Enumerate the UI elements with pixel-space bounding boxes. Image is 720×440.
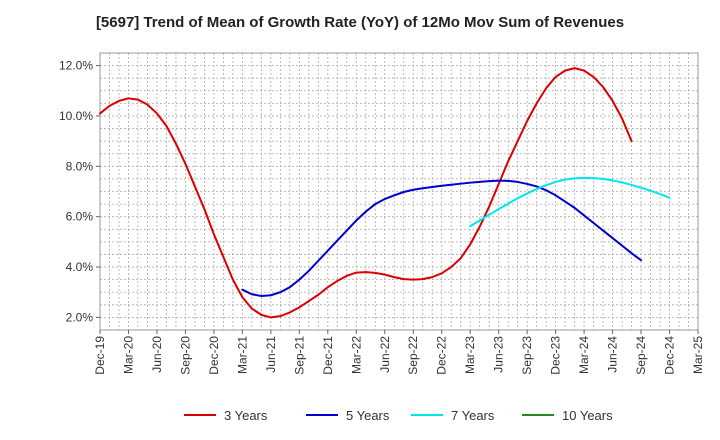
x-tick-label: Dec-22 — [435, 336, 449, 375]
y-tick-label: 10.0% — [59, 109, 93, 123]
x-tick-label: Mar-25 — [691, 336, 705, 374]
series-line-3-years — [99, 67, 633, 319]
legend-label: 7 Years — [451, 408, 495, 423]
x-tick-label: Jun-22 — [378, 336, 392, 373]
x-tick-label: Dec-24 — [663, 336, 677, 375]
chart-title: [5697] Trend of Mean of Growth Rate (YoY… — [95, 14, 625, 31]
x-tick-label: Jun-21 — [264, 336, 278, 373]
x-tick-label: Sep-23 — [520, 336, 534, 375]
y-tick-label: 6.0% — [66, 210, 94, 224]
x-tick-label: Jun-23 — [492, 336, 506, 373]
y-tick-label: 8.0% — [66, 159, 94, 173]
x-tick-label: Mar-24 — [577, 336, 591, 374]
x-tick-label: Mar-21 — [235, 336, 249, 374]
y-axis-ticks: 2.0% 4.0% 6.0% 8.0% 10.0% 12.0% — [59, 59, 100, 324]
series-lines — [99, 67, 671, 319]
x-tick-label: Dec-19 — [93, 336, 107, 375]
y-tick-label: 12.0% — [59, 59, 93, 73]
plot-border — [99, 52, 699, 331]
x-tick-label: Jun-24 — [606, 336, 620, 373]
x-tick-label: Sep-21 — [292, 336, 306, 375]
x-tick-label: Jun-20 — [150, 336, 164, 373]
x-tick-label: Mar-20 — [121, 336, 135, 374]
y-tick-label: 4.0% — [66, 260, 94, 274]
plot-area — [100, 53, 698, 330]
legend-label: 5 Years — [346, 408, 390, 423]
x-axis-ticks: Dec-19 Mar-20 Jun-20 Sep-20 Dec-20 Mar-21 Jun-… — [93, 330, 705, 375]
x-tick-label: Mar-22 — [349, 336, 363, 374]
x-tick-label: Sep-22 — [406, 336, 420, 375]
x-tick-label: Dec-21 — [321, 336, 335, 375]
x-tick-label: Sep-20 — [178, 336, 192, 375]
x-tick-label: Dec-20 — [207, 336, 221, 375]
x-tick-label: Mar-23 — [463, 336, 477, 374]
legend-label: 10 Years — [562, 408, 613, 423]
series-line-7-years — [469, 176, 671, 228]
x-tick-label: Sep-24 — [634, 336, 648, 375]
legend-label: 3 Years — [224, 408, 268, 423]
series-line-5-years — [241, 179, 643, 297]
x-tick-label: Dec-23 — [549, 336, 563, 375]
y-tick-label: 2.0% — [66, 310, 94, 324]
legend: 3 Years 5 Years 7 Years 10 Years — [184, 408, 613, 423]
